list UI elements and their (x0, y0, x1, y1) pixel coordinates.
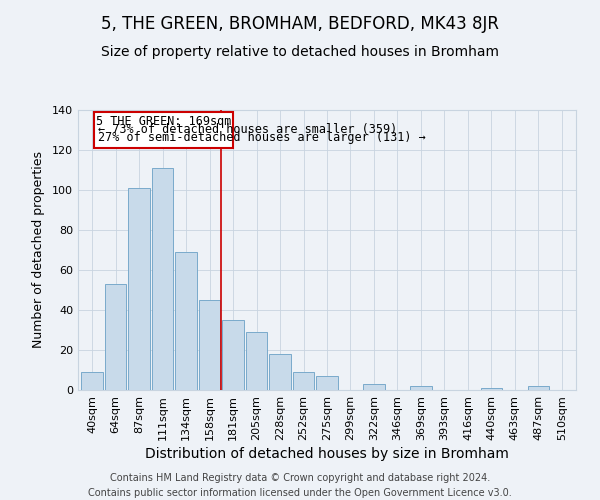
Bar (152, 168, 173, 390)
Bar (246, 332, 268, 390)
Bar (481, 388, 502, 390)
Bar (81, 372, 103, 390)
Bar (222, 320, 244, 390)
Bar (316, 376, 338, 390)
Text: Contains HM Land Registry data © Crown copyright and database right 2024.
Contai: Contains HM Land Registry data © Crown c… (88, 472, 512, 498)
Bar (105, 284, 127, 390)
Bar (94, 112, 233, 148)
Bar (199, 300, 220, 390)
Text: 5 THE GREEN: 169sqm: 5 THE GREEN: 169sqm (96, 115, 232, 128)
Bar (269, 354, 291, 390)
Bar (410, 386, 432, 390)
Text: 27% of semi-detached houses are larger (131) →: 27% of semi-detached houses are larger (… (98, 131, 426, 144)
X-axis label: Distribution of detached houses by size in Bromham: Distribution of detached houses by size … (145, 447, 509, 461)
Bar (363, 384, 385, 390)
Text: ← 73% of detached houses are smaller (359): ← 73% of detached houses are smaller (35… (98, 123, 397, 136)
Bar (527, 386, 549, 390)
Bar (175, 252, 197, 390)
Bar (293, 372, 314, 390)
Y-axis label: Number of detached properties: Number of detached properties (32, 152, 45, 348)
Text: Size of property relative to detached houses in Bromham: Size of property relative to detached ho… (101, 45, 499, 59)
Bar (128, 188, 150, 390)
Text: 5, THE GREEN, BROMHAM, BEDFORD, MK43 8JR: 5, THE GREEN, BROMHAM, BEDFORD, MK43 8JR (101, 15, 499, 33)
